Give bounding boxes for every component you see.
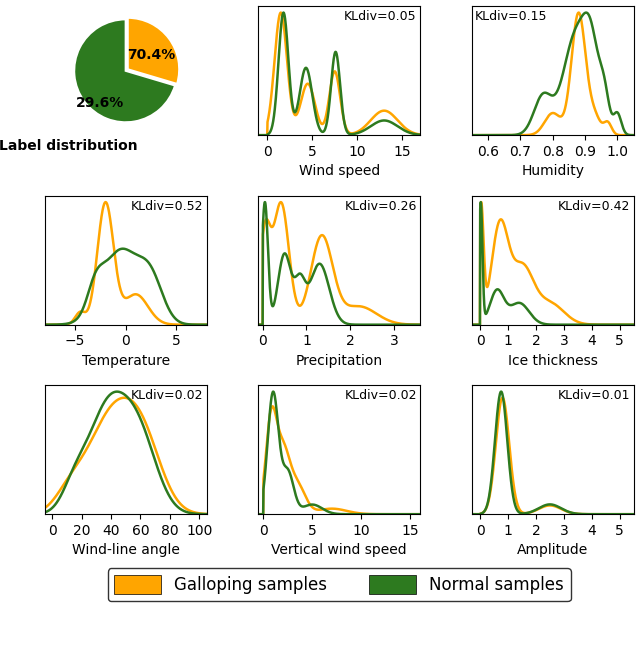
Text: Label distribution: Label distribution	[0, 139, 138, 153]
Text: KLdiv=0.26: KLdiv=0.26	[344, 200, 417, 213]
X-axis label: Ice thickness: Ice thickness	[508, 354, 598, 368]
X-axis label: Humidity: Humidity	[521, 165, 584, 178]
X-axis label: Vertical wind speed: Vertical wind speed	[271, 543, 407, 557]
Text: KLdiv=0.52: KLdiv=0.52	[131, 200, 204, 213]
Text: 70.4%: 70.4%	[127, 48, 175, 63]
Wedge shape	[128, 18, 179, 84]
X-axis label: Wind-line angle: Wind-line angle	[72, 543, 180, 557]
Text: KLdiv=0.42: KLdiv=0.42	[558, 200, 630, 213]
Text: KLdiv=0.01: KLdiv=0.01	[558, 390, 630, 402]
Text: KLdiv=0.02: KLdiv=0.02	[344, 390, 417, 402]
Wedge shape	[74, 19, 175, 122]
Text: KLdiv=0.15: KLdiv=0.15	[475, 10, 548, 23]
Legend: Galloping samples, Normal samples: Galloping samples, Normal samples	[108, 568, 571, 601]
X-axis label: Wind speed: Wind speed	[299, 165, 380, 178]
X-axis label: Precipitation: Precipitation	[296, 354, 383, 368]
Text: KLdiv=0.05: KLdiv=0.05	[344, 10, 417, 23]
Text: 29.6%: 29.6%	[76, 96, 124, 110]
X-axis label: Amplitude: Amplitude	[517, 543, 588, 557]
Text: KLdiv=0.02: KLdiv=0.02	[131, 390, 204, 402]
X-axis label: Temperature: Temperature	[82, 354, 170, 368]
